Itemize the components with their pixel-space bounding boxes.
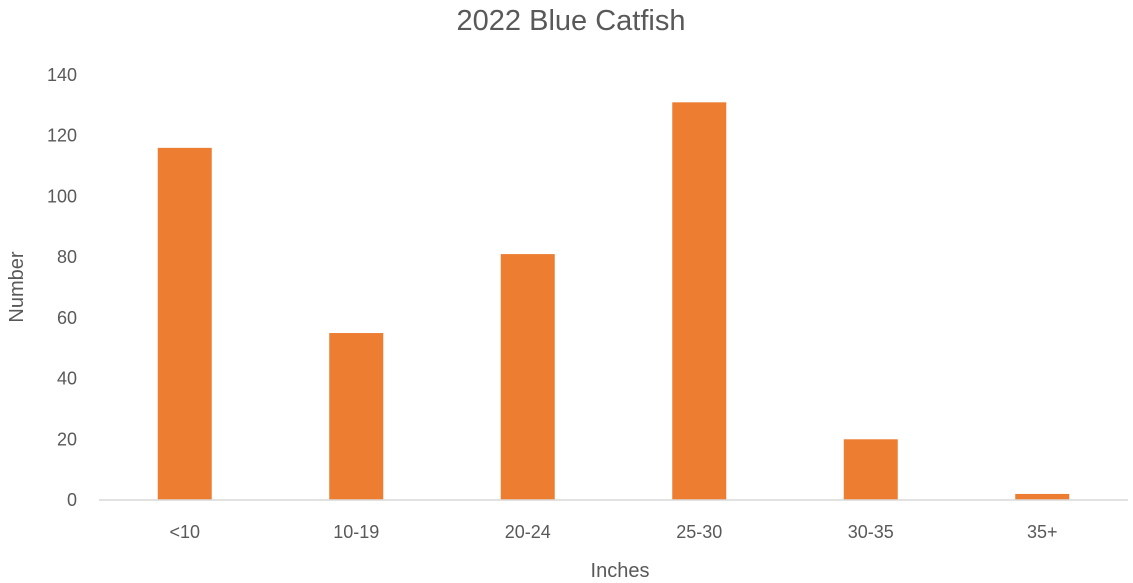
y-tick-label: 60 bbox=[57, 308, 77, 328]
x-tick-label: 25-30 bbox=[676, 522, 722, 542]
y-tick-label: 0 bbox=[67, 490, 77, 510]
bar bbox=[672, 102, 727, 501]
x-tick-label: 35+ bbox=[1027, 522, 1058, 542]
bars bbox=[157, 102, 1070, 501]
x-axis-ticks: <10 10-19 20-24 25-30 30-35 35+ bbox=[169, 522, 1057, 542]
x-tick-label: 20-24 bbox=[505, 522, 551, 542]
x-tick-label: 30-35 bbox=[848, 522, 894, 542]
y-tick-label: 140 bbox=[47, 65, 77, 85]
bar bbox=[1015, 493, 1070, 500]
bar bbox=[500, 254, 555, 500]
y-tick-label: 40 bbox=[57, 369, 77, 389]
y-axis-label: Number bbox=[6, 251, 28, 322]
y-tick-label: 80 bbox=[57, 247, 77, 267]
y-tick-label: 100 bbox=[47, 186, 77, 206]
x-axis-label: Inches bbox=[591, 560, 650, 582]
x-tick-label: 10-19 bbox=[333, 522, 379, 542]
y-tick-label: 20 bbox=[57, 429, 77, 449]
chart-title: 2022 Blue Catfish bbox=[457, 5, 686, 37]
y-tick-label: 120 bbox=[47, 126, 77, 146]
x-tick-label: <10 bbox=[169, 522, 200, 542]
y-axis-ticks: 0 20 40 60 80 100 120 140 bbox=[47, 65, 77, 510]
bar bbox=[843, 439, 898, 500]
bar bbox=[157, 147, 212, 500]
bar bbox=[329, 333, 384, 500]
